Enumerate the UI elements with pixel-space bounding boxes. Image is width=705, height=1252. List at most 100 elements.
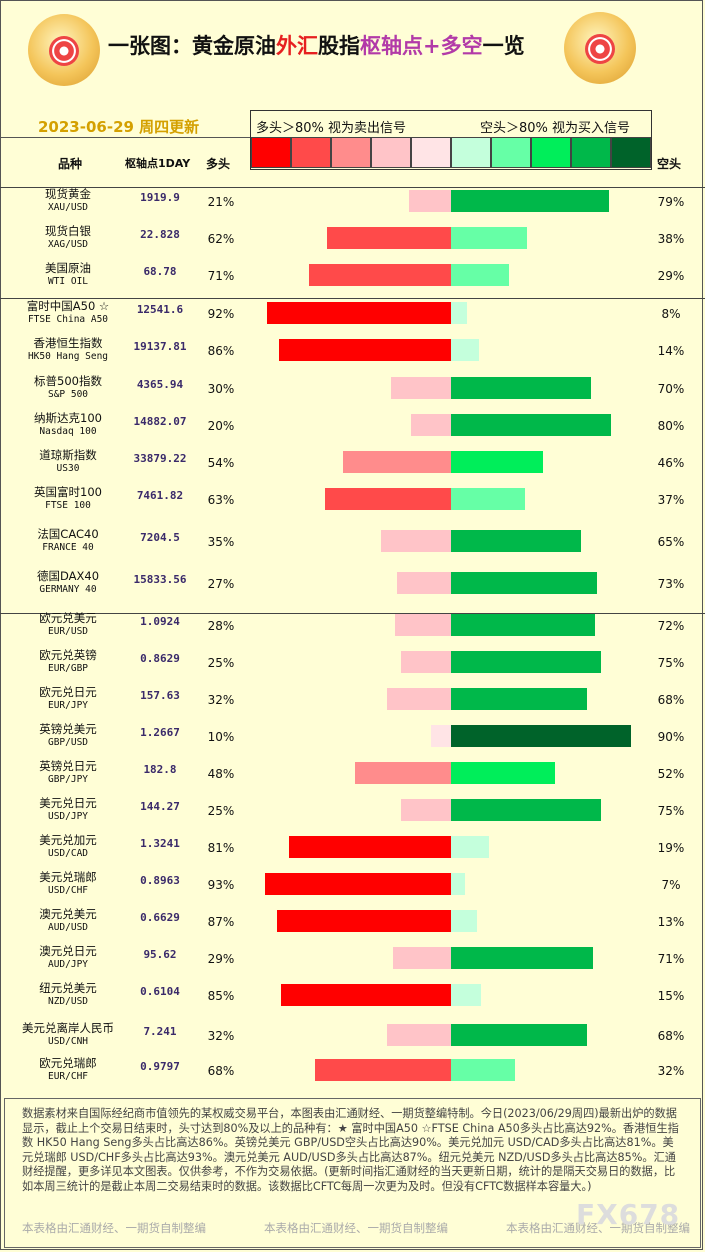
product-name-cn: 现货黄金 xyxy=(45,187,91,201)
legend-swatch-green1 xyxy=(451,137,491,168)
short-bar xyxy=(451,488,525,510)
short-percent-label: 38% xyxy=(657,232,685,246)
pivot-value: 68.78 xyxy=(143,265,177,278)
long-bar xyxy=(409,190,451,212)
product-name: 法国CAC40 FRANCE 40 xyxy=(8,527,128,555)
short-percent-label: 29% xyxy=(657,269,685,283)
short-bar xyxy=(451,227,527,249)
product-name-cn: 美元兑加元 xyxy=(39,833,97,847)
long-percent-label: 35% xyxy=(207,535,235,549)
long-bar xyxy=(387,1024,451,1046)
footer-credit-3: 本表格由汇通财经、一期货自制整编 xyxy=(506,1221,690,1235)
long-bar xyxy=(277,910,451,932)
long-percent-label: 54% xyxy=(207,456,235,470)
pivot-value: 7204.5 xyxy=(140,531,180,544)
product-name-en: XAU/USD xyxy=(47,202,89,213)
short-bar xyxy=(451,688,587,710)
short-bar xyxy=(451,910,477,932)
product-name: 道琼斯指数 US30 xyxy=(8,448,128,476)
short-bar xyxy=(451,984,481,1006)
product-name: 美元兑日元 USD/JPY xyxy=(8,796,128,824)
product-name-en: GBP/JPY xyxy=(47,774,89,785)
product-name-en: AUD/JPY xyxy=(47,959,89,970)
short-bar xyxy=(451,190,609,212)
short-percent-label: 7% xyxy=(661,878,681,892)
long-percent-label: 48% xyxy=(207,767,235,781)
product-name-en: FTSE China A50 xyxy=(27,314,109,325)
legend-swatch-green3 xyxy=(531,137,571,168)
short-percent-label: 65% xyxy=(657,535,685,549)
long-percent-label: 62% xyxy=(207,232,235,246)
product-name-cn: 美元兑瑞郎 xyxy=(39,870,97,884)
pivot-value: 22.828 xyxy=(140,228,180,241)
pivot-value: 4365.94 xyxy=(136,378,184,391)
short-bar xyxy=(451,947,593,969)
product-name: 英国富时100 FTSE 100 xyxy=(8,485,128,513)
legend-box xyxy=(250,110,652,170)
short-bar xyxy=(451,651,601,673)
product-name-cn: 现货白银 xyxy=(45,224,91,238)
product-name-en: XAG/USD xyxy=(47,239,89,250)
product-name-cn: 欧元兑瑞郎 xyxy=(39,1056,97,1070)
long-bar xyxy=(391,377,451,399)
product-name-en: EUR/GBP xyxy=(47,663,89,674)
short-percent-label: 68% xyxy=(657,1029,685,1043)
pivot-value: 157.63 xyxy=(140,689,180,702)
product-name-en: WTI OIL xyxy=(47,276,89,287)
product-name-en: HK50 Hang Seng xyxy=(27,351,109,362)
product-name-cn: 英镑兑日元 xyxy=(39,759,97,773)
product-name: 欧元兑美元 EUR/USD xyxy=(8,611,128,639)
short-percent-label: 46% xyxy=(657,456,685,470)
product-name: 欧元兑英镑 EUR/GBP xyxy=(8,648,128,676)
section-divider xyxy=(0,298,705,299)
short-bar xyxy=(451,836,489,858)
product-name-cn: 德国DAX40 xyxy=(36,569,100,583)
product-name-en: USD/CNH xyxy=(47,1036,89,1047)
product-name-cn: 纽元兑美元 xyxy=(39,981,97,995)
product-name-en: GERMANY 40 xyxy=(39,584,97,595)
product-name-en: Nasdaq 100 xyxy=(39,426,97,437)
watermark: FX678 xyxy=(576,1198,681,1231)
long-percent-label: 10% xyxy=(207,730,235,744)
product-name-en: NZD/USD xyxy=(47,996,89,1007)
long-percent-label: 32% xyxy=(207,693,235,707)
short-bar xyxy=(451,799,601,821)
product-name: 澳元兑美元 AUD/USD xyxy=(8,907,128,935)
product-name-en: S&P 500 xyxy=(47,389,89,400)
short-percent-label: 79% xyxy=(657,195,685,209)
pivot-value: 1919.9 xyxy=(140,191,180,204)
footer-credit-1: 本表格由汇通财经、一期货自制整编 xyxy=(22,1221,206,1235)
pivot-value: 0.8629 xyxy=(140,652,180,665)
pivot-value: 1.0924 xyxy=(140,615,180,628)
legend-short-signal: 空头＞80% 视为买入信号 xyxy=(480,121,631,136)
short-percent-label: 72% xyxy=(657,619,685,633)
pivot-value: 14882.07 xyxy=(133,415,187,428)
product-name-en: FTSE 100 xyxy=(45,500,91,511)
long-bar xyxy=(387,688,451,710)
long-bar xyxy=(279,339,451,361)
long-bar xyxy=(309,264,451,286)
product-name: 美国原油 WTI OIL xyxy=(8,261,128,289)
pivot-value: 7.241 xyxy=(143,1025,177,1038)
product-name: 现货黄金 XAU/USD xyxy=(8,187,128,215)
long-bar xyxy=(325,488,451,510)
pivot-value: 7461.82 xyxy=(136,489,184,502)
short-percent-label: 19% xyxy=(657,841,685,855)
product-name-en: GBP/USD xyxy=(47,737,89,748)
legend-swatch-green5 xyxy=(611,137,651,168)
pivot-value: 144.27 xyxy=(140,800,180,813)
short-percent-label: 80% xyxy=(657,419,685,433)
short-bar xyxy=(451,414,611,436)
product-name-cn: 纳斯达克100 xyxy=(34,411,102,425)
short-percent-label: 75% xyxy=(657,804,685,818)
pivot-value: 95.62 xyxy=(143,948,177,961)
header-divider xyxy=(0,137,250,138)
product-name-cn: 富时中国A50 ☆ xyxy=(26,299,110,313)
long-bar xyxy=(327,227,451,249)
product-name-cn: 澳元兑美元 xyxy=(39,907,97,921)
title-part-2: 外汇 xyxy=(276,34,318,58)
product-name-cn: 英国富时100 xyxy=(34,485,102,499)
short-bar xyxy=(451,614,595,636)
pivot-value: 0.8963 xyxy=(140,874,180,887)
footer-credit-2: 本表格由汇通财经、一期货自制整编 xyxy=(264,1221,448,1235)
